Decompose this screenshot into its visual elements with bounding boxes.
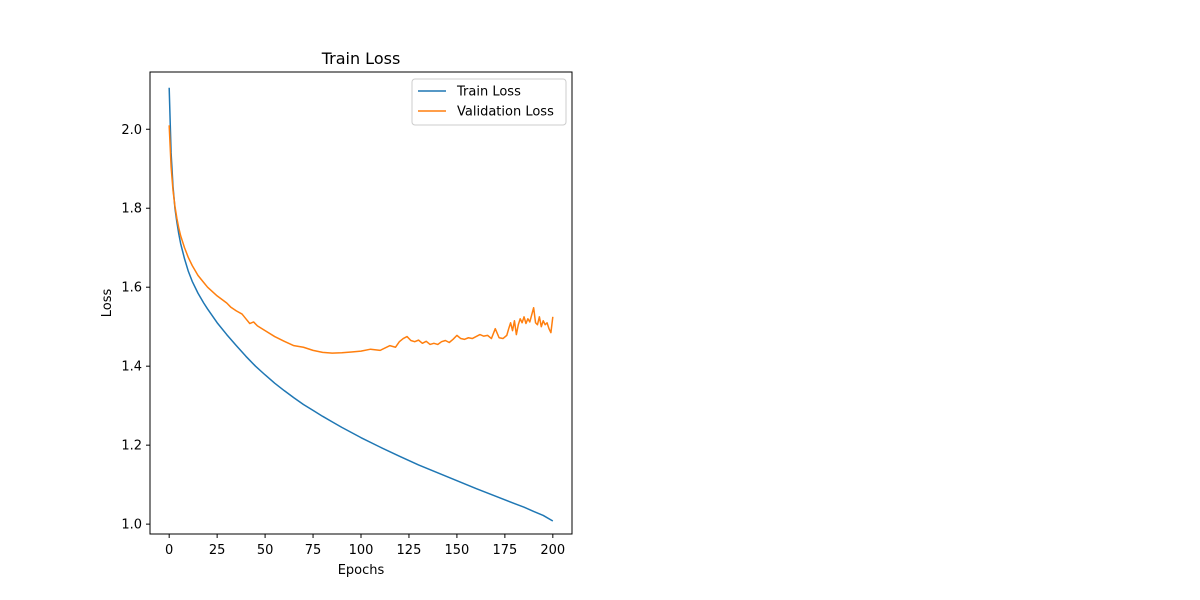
- x-tick-label: 50: [257, 543, 274, 558]
- plot-area-frame: [149, 71, 573, 535]
- y-tick-label: 1.4: [121, 360, 142, 375]
- series-line-1: [168, 125, 554, 354]
- legend-label-1: Validation Loss: [457, 105, 554, 120]
- y-tick-label: 1.2: [121, 439, 142, 454]
- x-tick-label: 0: [165, 543, 173, 558]
- series-line-0: [168, 87, 554, 522]
- y-tick-label: 1.6: [121, 281, 142, 296]
- y-tick-label: 2.0: [121, 123, 142, 138]
- x-tick-label: 175: [492, 543, 517, 558]
- x-tick-label: 150: [444, 543, 469, 558]
- x-axis: 0 25 50 75 100 125 150 175 200: [165, 534, 565, 558]
- y-axis-label: Loss: [100, 289, 115, 318]
- y-axis: 1.0 1.2 1.4 1.6 1.8 2.0: [121, 123, 150, 533]
- series-layer: [168, 87, 554, 522]
- x-axis-label: Epochs: [338, 563, 385, 578]
- y-tick-label: 1.0: [121, 518, 142, 533]
- legend-label-0: Train Loss: [456, 85, 521, 100]
- y-tick-label: 1.8: [121, 202, 142, 217]
- x-tick-label: 100: [349, 543, 374, 558]
- x-tick-label: 25: [209, 543, 226, 558]
- x-tick-label: 125: [397, 543, 422, 558]
- x-tick-label: 75: [305, 543, 322, 558]
- chart-title: Train Loss: [321, 49, 401, 68]
- legend-box: [411, 78, 567, 126]
- legend: Train Loss Validation Loss: [411, 78, 567, 126]
- x-tick-label: 200: [540, 543, 565, 558]
